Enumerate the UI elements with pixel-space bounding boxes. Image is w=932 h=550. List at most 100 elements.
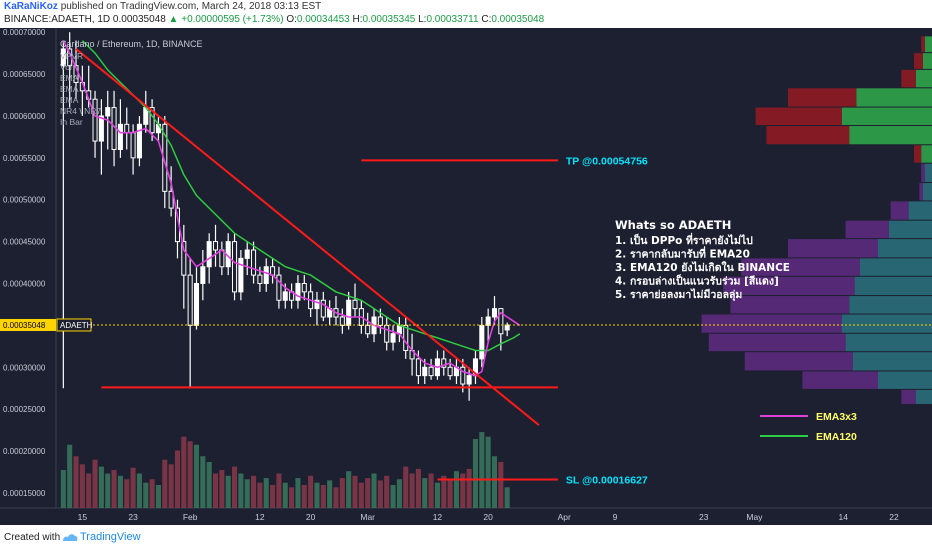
price-chart[interactable]: 0.00070000 0.00065000 0.00060000 0.00055000… xyxy=(0,28,932,525)
analysis-notes: Whats so ADAETH 1. เป็น DPPo ที่ราคายังไ… xyxy=(615,218,790,302)
volume-bar xyxy=(92,459,98,508)
volume-bar xyxy=(263,478,269,508)
created-with-text: Created with xyxy=(4,532,61,543)
legend-label: EMA120 xyxy=(816,431,857,443)
symbol-tag: ADAETH xyxy=(60,321,93,330)
candle-body xyxy=(187,274,193,326)
volume-bar xyxy=(479,432,485,508)
volume-profile-up xyxy=(845,333,932,352)
candle-body xyxy=(117,123,123,150)
volume-bar xyxy=(358,482,364,508)
volume-profile-up xyxy=(923,53,932,69)
volume-profile-up xyxy=(915,389,932,404)
volume-bar xyxy=(301,485,307,508)
x-tick-label: Mar xyxy=(360,512,375,522)
volume-bar xyxy=(86,473,92,508)
volume-bar xyxy=(187,441,193,508)
candle-body xyxy=(193,282,200,326)
symbol-line: BINANCE:ADAETH, 1D xyxy=(4,14,111,25)
volume-bar xyxy=(155,485,161,508)
volume-profile-down xyxy=(744,352,853,371)
tradingview-logo-icon[interactable] xyxy=(62,532,78,542)
published-text: published on TradingView.com, March 24, … xyxy=(60,1,322,12)
volume-bar xyxy=(504,487,510,508)
volume-bar xyxy=(371,473,377,508)
indicator-legend-item: NR4 \ NR7 xyxy=(60,106,101,116)
candle-body xyxy=(384,324,390,343)
y-tick-label: 0.00050000 xyxy=(3,196,46,205)
y-tick-label: 0.00045000 xyxy=(3,238,46,247)
volume-bar xyxy=(130,467,136,508)
volume-profile-down xyxy=(890,201,909,220)
volume-bar xyxy=(333,487,339,508)
y-tick-label: 0.00015000 xyxy=(3,489,46,498)
candle-body xyxy=(168,190,174,209)
volume-profile-up xyxy=(849,296,932,314)
volume-profile-up xyxy=(842,107,932,126)
candle-body xyxy=(130,132,136,159)
volume-bar xyxy=(390,485,396,508)
volume-bar xyxy=(212,473,219,508)
volume-profile-up xyxy=(915,69,932,88)
open-label: O: xyxy=(286,14,297,25)
volume-bar xyxy=(251,475,257,508)
x-tick-label: 22 xyxy=(889,512,899,522)
tp-label: TP @0.00054756 xyxy=(566,155,648,167)
publish-header: KaRaNiKoz published on TradingView.com, … xyxy=(0,0,932,28)
open-value: 0.00034453 xyxy=(296,14,350,25)
price-axis[interactable]: 0.00070000 0.00065000 0.00060000 0.00055000… xyxy=(0,28,932,509)
candle-body xyxy=(206,241,212,268)
volume-bar xyxy=(238,473,244,508)
candle-body xyxy=(282,291,288,301)
volume-profile-down xyxy=(901,389,916,404)
volume-profile-up xyxy=(924,163,932,182)
x-tick-label: 23 xyxy=(699,512,709,522)
high-label: H: xyxy=(352,14,363,25)
high-value: 0.00035345 xyxy=(362,14,416,25)
volume-bar xyxy=(162,459,168,508)
y-tick-label: 0.00070000 xyxy=(3,28,46,37)
x-tick-label: 20 xyxy=(483,512,493,522)
x-tick-label: 14 xyxy=(838,512,848,522)
indicator-legend-item: EMA xyxy=(60,95,79,105)
volume-profile-down xyxy=(919,182,923,201)
tradingview-brand[interactable]: TradingView xyxy=(80,531,141,543)
annotation-lines: TP @0.00054756 SL @0.00016627 0.00035048 AD… xyxy=(0,48,932,487)
candle-body xyxy=(428,366,434,377)
candle-body xyxy=(238,257,244,293)
volume-bar xyxy=(111,470,117,508)
indicator-legend-item: In Bar xyxy=(60,117,83,127)
volume-bar xyxy=(105,473,111,508)
volume-bar xyxy=(377,480,383,508)
x-tick-label: Apr xyxy=(558,512,571,522)
volume-bar xyxy=(174,450,181,508)
candle-body xyxy=(314,299,320,310)
downtrend-line xyxy=(75,48,540,426)
close-value: 0.00035048 xyxy=(491,14,545,25)
volume-profile-down xyxy=(845,220,889,239)
volume-bar xyxy=(314,482,320,508)
candle-body xyxy=(352,299,358,310)
x-tick-label: 12 xyxy=(255,512,265,522)
candle-body xyxy=(149,107,155,134)
indicator-legend-item: EMA xyxy=(60,84,79,94)
volume-profile-up xyxy=(860,258,932,276)
symbol-ohlc-line: BINANCE:ADAETH, 1D 0.00035048 ▲ +0.00000… xyxy=(4,14,544,25)
notes-line: 5. ราคาย่อลงมาไม่มีวอลลุ่ม xyxy=(615,288,742,302)
volume-bar xyxy=(257,482,263,508)
time-axis[interactable]: 15 23 Feb 12 20 Mar 12 20 Apr 9 23 May 14 22 xyxy=(78,512,899,522)
volume-profile-down xyxy=(802,371,878,389)
volume-bars xyxy=(60,432,510,508)
symbol-tag-bg xyxy=(56,318,92,332)
publisher-name[interactable]: KaRaNiKoz xyxy=(4,1,58,12)
candle-body xyxy=(244,249,250,259)
y-tick-label: 0.00025000 xyxy=(3,405,46,414)
volume-bar xyxy=(193,444,200,508)
volume-profile-up xyxy=(908,201,932,220)
candle-body xyxy=(365,324,371,335)
candle-body xyxy=(498,308,504,335)
last-price: 0.00035048 xyxy=(112,14,166,25)
low-label: L: xyxy=(418,14,427,25)
volume-bar xyxy=(295,478,301,508)
volume-bar xyxy=(143,482,149,508)
